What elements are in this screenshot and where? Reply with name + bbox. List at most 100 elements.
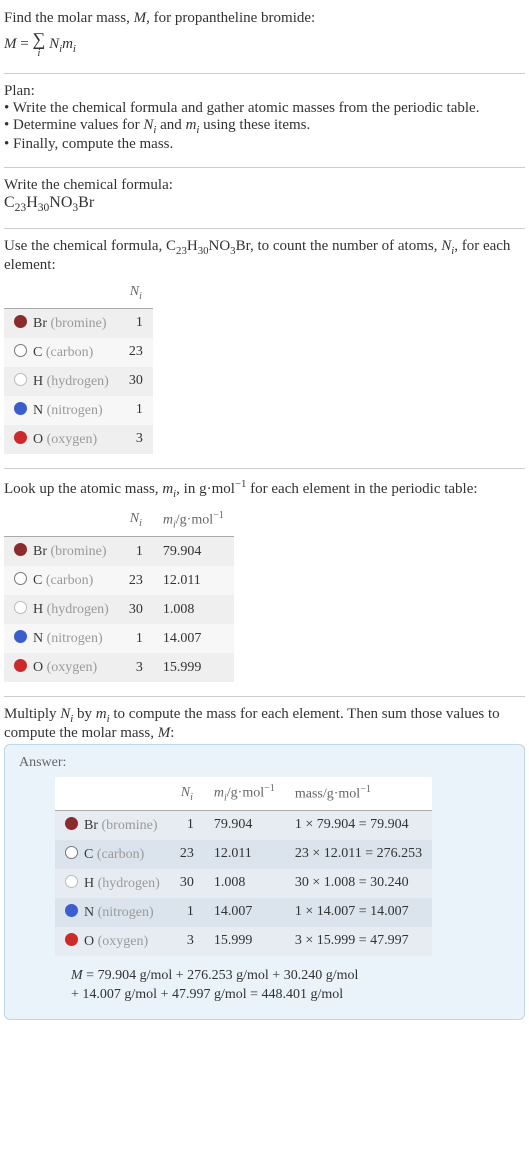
element-label: N (nitrogen) [4, 624, 119, 653]
table-row: N (nitrogen) 114.007 [4, 624, 234, 653]
cell-N: 23 [119, 338, 153, 367]
element-name: (bromine) [51, 544, 107, 559]
element-symbol: C [84, 847, 93, 862]
cf-H: H [26, 194, 38, 211]
element-swatch-icon [14, 402, 27, 415]
cell-N: 30 [119, 367, 153, 396]
table-row: C (carbon) 23 [4, 338, 153, 367]
ct-Cn: 23 [176, 245, 187, 257]
hdr-Ni-sub: i [139, 291, 142, 302]
element-symbol: H [33, 602, 43, 617]
mass-sum-line-2: + 14.007 g/mol + 47.997 g/mol = 448.401 … [91, 985, 510, 1005]
cell-m: 12.011 [153, 566, 234, 595]
cell-N: 30 [170, 869, 204, 898]
lookup-text: Look up the atomic mass, mi, in g·mol−1 … [4, 478, 525, 500]
count-table: Ni Br (bromine) 1 C (carbon) 23 H (hydro… [4, 278, 153, 454]
element-symbol: Br [33, 316, 47, 331]
element-swatch-icon [65, 846, 78, 859]
plan-item-2: • Determine values for Ni and mi using t… [4, 117, 525, 136]
chemical-formula: C23H30NO3Br [4, 194, 525, 214]
lk-hdr-Ni-sub: i [139, 518, 142, 529]
cf-C-n: 23 [15, 202, 27, 214]
intro-text: Find the molar mass, M, for propanthelin… [4, 6, 525, 30]
element-name: (bromine) [102, 818, 158, 833]
ans-hdr-mass: mass/g·mol−1 [285, 777, 432, 810]
multiply-text: Multiply Ni by mi to compute the mass fo… [4, 706, 525, 742]
element-name: (nitrogen) [47, 631, 103, 646]
count-Ni: N [441, 238, 451, 254]
multiply-block: Multiply Ni by mi to compute the mass fo… [0, 700, 529, 744]
cell-m: 15.999 [204, 927, 285, 956]
formula-block: Write the chemical formula: C23H30NO3Br [0, 171, 529, 224]
ct-Br: Br [236, 238, 250, 254]
element-name: (oxygen) [47, 660, 98, 675]
table-row: N (nitrogen) 1 [4, 396, 153, 425]
ans-hdr-mass-exp: −1 [360, 784, 371, 795]
element-swatch-icon [14, 572, 27, 585]
element-name: (oxygen) [98, 934, 149, 949]
cell-N: 3 [119, 653, 153, 682]
msum-M: M [71, 968, 83, 983]
element-swatch-icon [14, 373, 27, 386]
element-symbol: C [33, 573, 42, 588]
element-swatch-icon [65, 875, 78, 888]
cell-N: 30 [119, 595, 153, 624]
ans-hdr-Ni-sub: i [190, 792, 193, 803]
element-label: H (hydrogen) [4, 595, 119, 624]
cell-mass: 30 × 1.008 = 30.240 [285, 869, 432, 898]
lk-hdr-Ni: N [130, 511, 139, 526]
element-swatch-icon [14, 315, 27, 328]
lk-exp: −1 [235, 478, 247, 490]
table-row: O (oxygen) 315.999 [4, 653, 234, 682]
ct-O: O [219, 238, 230, 254]
separator [0, 224, 529, 232]
mp-mi: m [96, 706, 107, 722]
cell-m: 79.904 [204, 810, 285, 840]
cell-m: 14.007 [204, 898, 285, 927]
ans-hdr-Ni: Ni [170, 777, 204, 810]
cf-N: N [49, 194, 61, 211]
cell-m: 1.008 [204, 869, 285, 898]
element-label: C (carbon) [4, 566, 119, 595]
element-name: (carbon) [46, 573, 93, 588]
table-row: C (carbon) 2312.01123 × 12.011 = 276.253 [55, 840, 432, 869]
formula-title: Write the chemical formula: [4, 177, 525, 194]
cell-N: 23 [119, 566, 153, 595]
lk-a: Look up the atomic mass, [4, 481, 162, 497]
cell-m: 1.008 [153, 595, 234, 624]
answer-table: Ni mi/g·mol−1 mass/g·mol−1 Br (bromine) … [55, 777, 432, 955]
cell-m: 12.011 [204, 840, 285, 869]
lk-b: , in g·mol [176, 481, 235, 497]
count-block: Use the chemical formula, C23H30NO3Br, t… [0, 232, 529, 464]
lookup-table: Ni mi/g·mol−1 Br (bromine) 179.904 C (ca… [4, 504, 234, 682]
element-name: (nitrogen) [47, 403, 103, 418]
ans-hdr-mass-a: mass/g·mol [295, 787, 360, 802]
plan2-mi: m [186, 117, 197, 133]
count-text: Use the chemical formula, C23H30NO3Br, t… [4, 238, 525, 274]
element-swatch-icon [14, 344, 27, 357]
table-row: Br (bromine) 1 [4, 308, 153, 338]
cell-N: 23 [170, 840, 204, 869]
intro-text-a: Find the molar mass, [4, 10, 134, 26]
element-name: (nitrogen) [98, 905, 154, 920]
separator [0, 163, 529, 171]
plan2-Ni: N [143, 117, 153, 133]
cell-N: 1 [170, 898, 204, 927]
element-name: (hydrogen) [47, 602, 109, 617]
table-row: H (hydrogen) 301.008 [4, 595, 234, 624]
element-name: (hydrogen) [98, 876, 160, 891]
lk-hdr-mi-exp: −1 [213, 510, 224, 521]
lookup-hdr-Ni: Ni [119, 504, 153, 537]
ans-hdr-mi: mi/g·mol−1 [204, 777, 285, 810]
mp-M: M [158, 725, 171, 741]
cf-C: C [4, 194, 15, 211]
ct-Hn: 30 [198, 245, 209, 257]
lk-hdr-mi-a: m [163, 513, 173, 528]
mass-sum-line-1: M = 79.904 g/mol + 276.253 g/mol + 30.24… [91, 966, 510, 986]
element-label: Br (bromine) [4, 308, 119, 338]
cell-mass: 1 × 79.904 = 79.904 [285, 810, 432, 840]
answer-box: Answer: Ni mi/g·mol−1 mass/g·mol−1 Br (b… [4, 744, 525, 1020]
table-row: H (hydrogen) 30 [4, 367, 153, 396]
element-swatch-icon [14, 431, 27, 444]
plan-item-1: • Write the chemical formula and gather … [4, 100, 525, 117]
